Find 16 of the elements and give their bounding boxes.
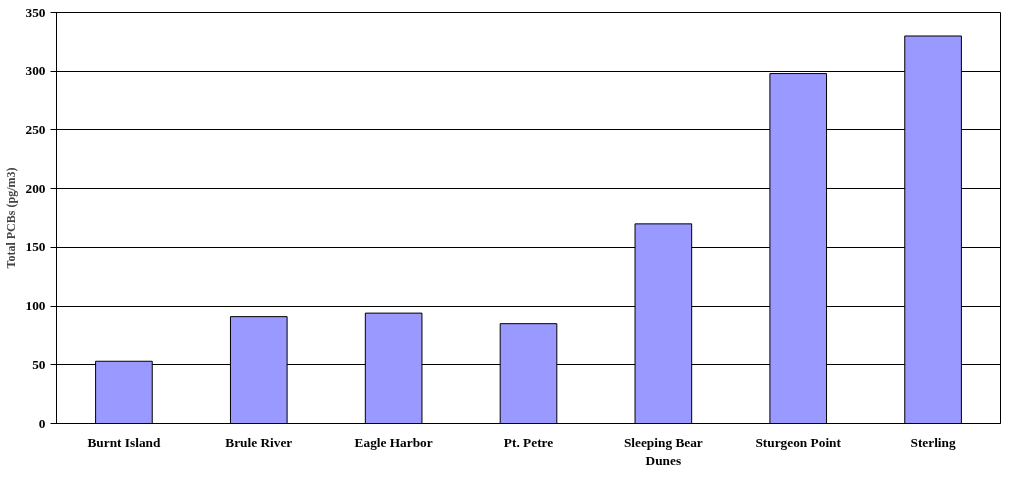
y-tick-label: 250 (25, 121, 46, 137)
y-tick-label: 300 (25, 63, 46, 79)
y-tick-label: 350 (25, 4, 46, 20)
y-axis-title: Total PCBs (pg/m3) (3, 167, 18, 269)
x-tick-label: Sturgeon Point (755, 434, 842, 450)
y-tick-label: 50 (32, 356, 46, 372)
x-tick-label: Sterling (910, 434, 956, 450)
y-tick-label: 150 (25, 239, 46, 255)
x-tick-label: Pt. Petre (503, 434, 554, 450)
y-tick-label: 100 (25, 298, 46, 314)
x-tick-label: Brule River (225, 434, 293, 450)
x-tick-label: Sleeping Bear Dunes (623, 434, 703, 468)
x-tick-label: Eagle Harbor (354, 434, 433, 450)
x-tick-label: Burnt Island (87, 434, 161, 450)
y-tick-label: 0 (38, 415, 46, 431)
y-tick-label: 200 (25, 180, 46, 196)
